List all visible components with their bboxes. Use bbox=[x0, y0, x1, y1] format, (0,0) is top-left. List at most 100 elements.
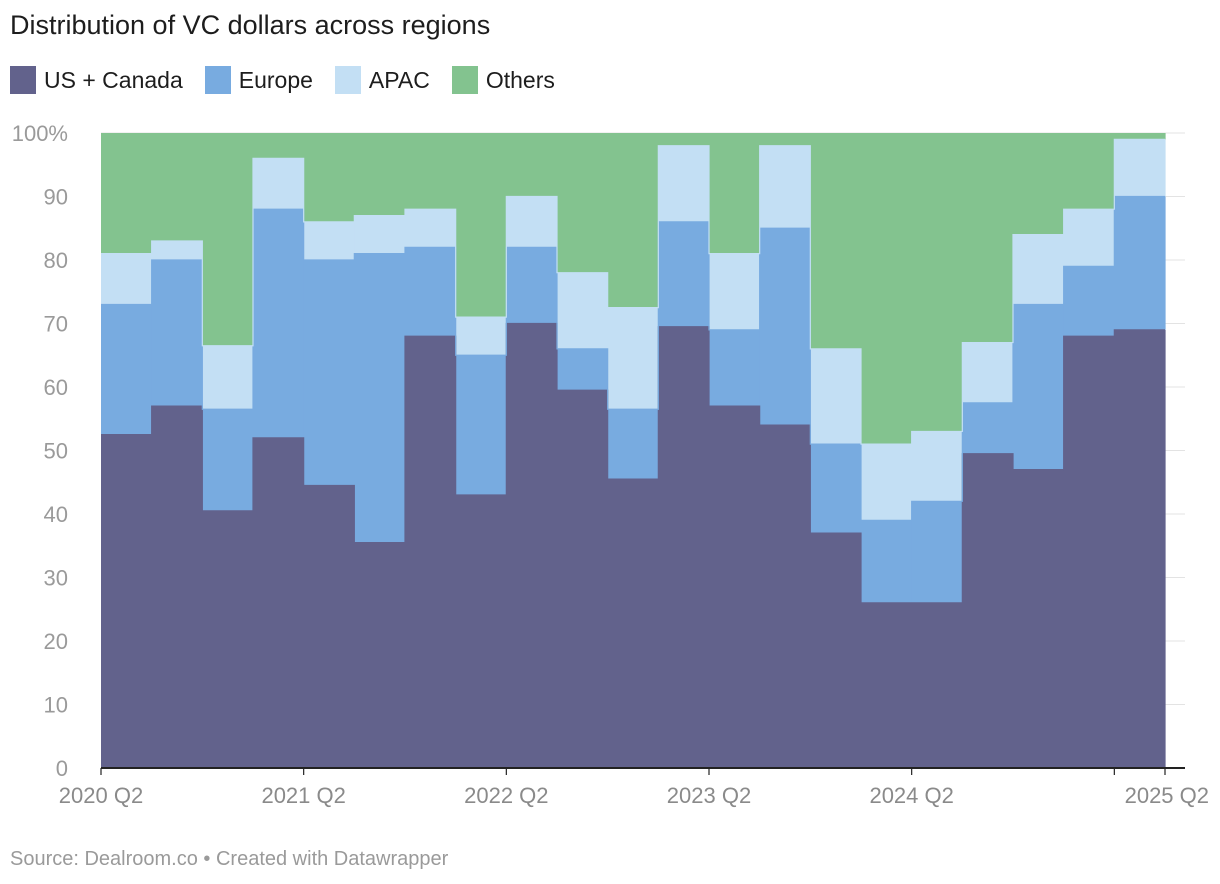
legend-item-us-canada: US + Canada bbox=[10, 66, 183, 94]
area-segment-apac bbox=[253, 158, 305, 210]
area-segment-us-canada bbox=[405, 336, 457, 768]
area-segment-others bbox=[911, 133, 963, 432]
series-line-us-canada bbox=[101, 322, 1165, 604]
area-segment-apac bbox=[1063, 209, 1115, 267]
area-segment-europe bbox=[607, 409, 659, 480]
area-segment-apac bbox=[658, 145, 710, 222]
area-segment-apac bbox=[759, 145, 811, 229]
area-segment-us-canada bbox=[151, 406, 203, 768]
area-segment-others bbox=[101, 133, 153, 254]
area-segment-us-canada bbox=[607, 479, 659, 768]
area-segment-europe bbox=[911, 501, 963, 603]
x-tick-label: 2024 Q2 bbox=[869, 783, 953, 808]
area-segment-us-canada bbox=[455, 494, 507, 768]
area-segment-apac bbox=[810, 348, 862, 445]
area-segment-others bbox=[810, 133, 862, 349]
area-segment-others bbox=[354, 133, 406, 216]
area-segment-apac bbox=[709, 253, 761, 330]
area-segment-apac bbox=[557, 272, 609, 349]
y-tick-label: 20 bbox=[44, 629, 68, 654]
area-segment-others bbox=[861, 133, 913, 445]
area-segment-us-canada bbox=[101, 434, 153, 768]
legend: US + Canada Europe APAC Others bbox=[10, 66, 577, 94]
chart-title: Distribution of VC dollars across region… bbox=[10, 10, 491, 40]
area-segment-apac bbox=[354, 215, 406, 254]
legend-label-europe: Europe bbox=[238, 66, 313, 93]
y-tick-label: 0 bbox=[56, 756, 68, 781]
area-segment-europe bbox=[709, 329, 761, 407]
legend-item-europe: Europe bbox=[204, 66, 313, 94]
area-segment-us-canada bbox=[658, 326, 710, 768]
area-segment-europe bbox=[810, 444, 862, 534]
area-segment-others bbox=[962, 133, 1014, 343]
area-segment-europe bbox=[759, 228, 811, 426]
y-tick-label: 60 bbox=[44, 375, 68, 400]
area-segment-us-canada bbox=[1063, 336, 1115, 768]
x-tick-label: 2023 Q2 bbox=[667, 783, 751, 808]
y-tick-label: 10 bbox=[44, 693, 68, 718]
area-segment-europe bbox=[1114, 196, 1166, 330]
area-segment-us-canada bbox=[810, 533, 862, 768]
area-segment-us-canada bbox=[911, 602, 963, 768]
area-segment-europe bbox=[303, 260, 355, 486]
y-axis-labels: 100% 90 80 70 60 50 40 30 20 10 0 bbox=[12, 121, 68, 781]
area-segment-europe bbox=[557, 348, 609, 391]
area-segment-apac bbox=[101, 253, 153, 305]
area-segment-us-canada bbox=[354, 542, 406, 768]
y-tick-label: 100% bbox=[12, 121, 68, 146]
series-line-apac bbox=[101, 138, 1165, 445]
area-segment-others bbox=[607, 133, 659, 308]
area-segment-apac bbox=[506, 196, 558, 248]
area-segment-europe bbox=[253, 209, 305, 438]
x-tick-label: 2020 Q2 bbox=[59, 783, 143, 808]
legend-label-us-canada: US + Canada bbox=[44, 66, 183, 93]
area-segment-others bbox=[1013, 133, 1065, 235]
area-segment-us-canada bbox=[1114, 329, 1166, 768]
area-segment-others bbox=[202, 133, 254, 346]
area-segment-apac bbox=[861, 444, 913, 521]
area-segment-apac bbox=[1013, 234, 1065, 305]
area-segment-others bbox=[709, 133, 761, 254]
y-tick-label: 90 bbox=[44, 185, 68, 210]
area-segment-europe bbox=[506, 247, 558, 324]
x-axis-labels: 2020 Q2 2021 Q2 2022 Q2 2023 Q2 2024 Q2 2025 … bbox=[59, 768, 1209, 808]
y-tick-label: 80 bbox=[44, 248, 68, 273]
source-note: Source: Dealroom.co • Created with Dataw… bbox=[10, 848, 449, 870]
area-segment-others bbox=[405, 133, 457, 210]
area-segment-others bbox=[759, 133, 811, 146]
legend-swatch-apac bbox=[334, 66, 361, 94]
x-tick-label: 2021 Q2 bbox=[261, 783, 345, 808]
series-areas bbox=[101, 133, 1166, 768]
y-tick-label: 40 bbox=[44, 502, 68, 527]
area-segment-apac bbox=[607, 307, 659, 410]
area-segment-europe bbox=[455, 355, 507, 495]
area-segment-us-canada bbox=[202, 510, 254, 768]
area-segment-europe bbox=[962, 402, 1014, 454]
area-segment-apac bbox=[303, 221, 355, 260]
area-segment-us-canada bbox=[709, 406, 761, 768]
legend-swatch-europe bbox=[204, 66, 231, 94]
area-segment-europe bbox=[354, 253, 406, 543]
area-segment-apac bbox=[962, 342, 1014, 403]
area-segment-apac bbox=[455, 317, 507, 356]
area-segment-us-canada bbox=[1013, 469, 1065, 768]
area-segment-others bbox=[455, 133, 507, 318]
area-segment-europe bbox=[1013, 304, 1065, 470]
area-segment-us-canada bbox=[506, 323, 558, 768]
area-segment-europe bbox=[202, 409, 254, 511]
area-segment-others bbox=[1063, 133, 1115, 210]
area-segment-us-canada bbox=[759, 425, 811, 768]
legend-item-others: Others bbox=[451, 66, 555, 94]
y-tick-label: 70 bbox=[44, 312, 68, 337]
area-segment-apac bbox=[405, 209, 457, 248]
area-segment-us-canada bbox=[253, 437, 305, 768]
y-tick-label: 50 bbox=[44, 439, 68, 464]
area-segment-others bbox=[557, 133, 609, 273]
area-segment-us-canada bbox=[861, 602, 913, 768]
area-segment-europe bbox=[861, 520, 913, 603]
legend-label-others: Others bbox=[485, 66, 555, 93]
area-segment-us-canada bbox=[962, 453, 1014, 768]
area-segment-others bbox=[253, 133, 305, 159]
area-segment-apac bbox=[911, 431, 963, 502]
